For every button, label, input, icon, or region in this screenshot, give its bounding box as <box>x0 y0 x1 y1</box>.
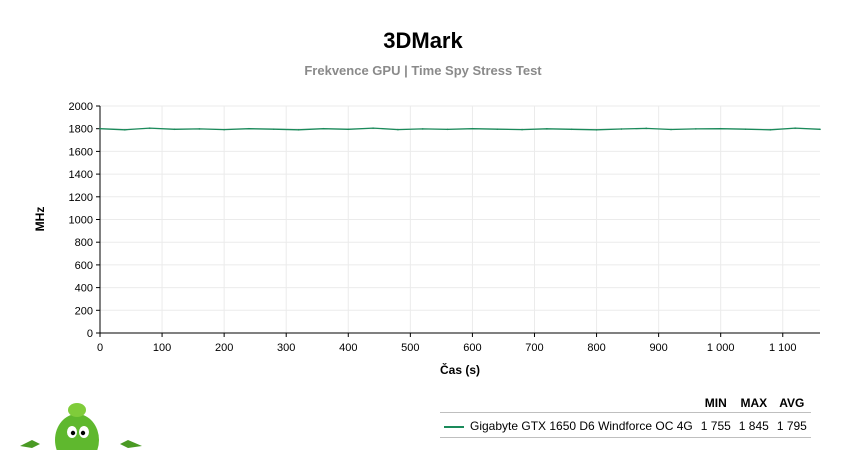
series-point <box>347 128 350 131</box>
x-tick-label: 500 <box>401 342 419 354</box>
series-point <box>198 128 201 130</box>
y-tick-label: 0 <box>87 328 93 340</box>
series-point <box>397 128 399 131</box>
series-point <box>124 129 126 131</box>
mascot-hand-right <box>120 440 142 448</box>
legend-header-min: MIN <box>696 394 735 413</box>
series-point <box>670 128 672 131</box>
legend-swatch <box>444 425 464 428</box>
y-tick-label: 1800 <box>69 124 93 136</box>
series-point <box>272 128 275 130</box>
legend-header-row: MIN MAX AVG <box>440 394 811 413</box>
series-point <box>421 128 424 130</box>
series-point <box>595 129 598 131</box>
chart-title: 3DMark <box>383 28 463 53</box>
series-point <box>322 127 325 130</box>
grid <box>100 105 820 333</box>
x-tick-label: 1 100 <box>769 342 797 354</box>
mascot-body <box>55 414 99 450</box>
series-point <box>546 128 548 130</box>
legend-series-cell: Gigabyte GTX 1650 D6 Windforce OC 4G <box>440 412 697 438</box>
y-tick-label: 1000 <box>69 215 93 227</box>
series-point <box>248 127 250 130</box>
x-tick-label: 100 <box>153 342 171 354</box>
series-point <box>446 128 449 131</box>
y-tick-label: 1200 <box>69 192 93 204</box>
x-tick-label: 800 <box>587 342 605 354</box>
series-point <box>695 128 697 130</box>
x-tick-label: 200 <box>215 342 233 354</box>
x-tick-label: 900 <box>649 342 667 354</box>
mascot-logo <box>20 403 142 450</box>
legend-header-avg: AVG <box>772 394 811 413</box>
series-point <box>645 127 648 130</box>
y-tick-label: 1400 <box>69 169 93 181</box>
series-point <box>521 128 523 131</box>
series-point <box>570 128 573 131</box>
legend-header-max: MAX <box>734 394 773 413</box>
x-tick-label: 700 <box>525 342 543 354</box>
x-tick-label: 1 000 <box>707 342 735 354</box>
legend-min-value: 1 755 <box>696 412 735 438</box>
series-point <box>794 127 796 129</box>
series-point <box>496 128 499 130</box>
y-tick-label: 1600 <box>69 146 93 158</box>
y-tick-label: 2000 <box>69 101 93 113</box>
series-point <box>744 128 747 130</box>
legend-series-name: Gigabyte GTX 1650 D6 Windforce OC 4G <box>470 419 693 433</box>
series-point <box>148 127 151 129</box>
mascot-hand-left <box>20 440 40 448</box>
legend-avg-value: 1 795 <box>772 412 811 438</box>
y-tick-label: 600 <box>75 260 93 272</box>
series-point <box>99 127 101 130</box>
series-point <box>297 129 300 131</box>
x-tick-label: 300 <box>277 342 295 354</box>
y-tick-label: 200 <box>75 305 93 317</box>
y-tick-label: 400 <box>75 283 93 295</box>
series-point <box>620 128 623 130</box>
y-tick-label: 800 <box>75 237 93 249</box>
x-tick-label: 0 <box>97 342 103 354</box>
series-point <box>223 128 225 131</box>
series-point <box>173 128 176 131</box>
mascot-pupil-right <box>80 430 86 436</box>
series-layer <box>99 127 821 131</box>
mascot-pupil-left <box>70 430 76 436</box>
legend-header-series <box>440 394 697 413</box>
series-point <box>372 127 374 129</box>
x-tick-label: 400 <box>339 342 357 354</box>
series-point <box>819 128 821 131</box>
x-tick-label: 600 <box>463 342 481 354</box>
series-line <box>99 127 821 131</box>
legend-max-value: 1 845 <box>734 412 773 438</box>
legend-table: MIN MAX AVG Gigabyte GTX 1650 D6 Windfor… <box>440 394 811 438</box>
y-axis-label: MHz <box>33 207 47 232</box>
series-point <box>769 129 772 131</box>
series-point <box>719 127 722 130</box>
axes: 0 200 400 600 800 1000 1200 1400 1600 1800 2000 0 10… <box>69 101 820 354</box>
x-axis-label: Čas (s) <box>440 362 480 377</box>
chart-subtitle: Frekvence GPU | Time Spy Stress Test <box>304 63 542 78</box>
mascot-head-top <box>68 403 86 417</box>
series-point <box>471 127 474 130</box>
legend-row: Gigabyte GTX 1650 D6 Windforce OC 4G 1 7… <box>440 412 811 438</box>
